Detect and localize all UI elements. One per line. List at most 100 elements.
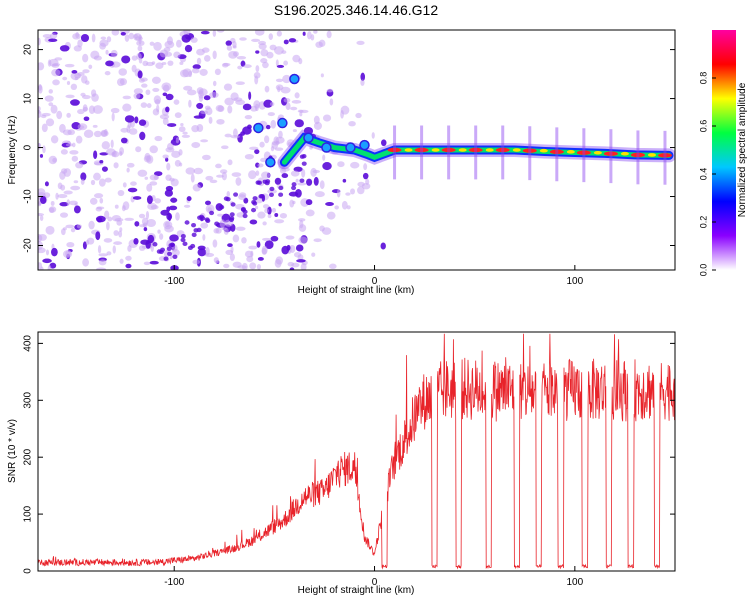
- noise-blob: [278, 185, 284, 191]
- noise-blob: [281, 173, 289, 179]
- noise-blob: [221, 227, 227, 231]
- noise-blob: [360, 79, 365, 86]
- noise-blob: [244, 114, 253, 120]
- noise-blob: [88, 64, 93, 70]
- noise-blob: [133, 92, 141, 100]
- noise-blob: [219, 204, 225, 210]
- noise-blob: [50, 104, 58, 114]
- noise-blob: [51, 247, 58, 257]
- noise-blob: [57, 193, 68, 199]
- noise-blob: [243, 64, 252, 69]
- noise-blob: [154, 171, 163, 177]
- noise-blob: [66, 112, 71, 118]
- bright-blob: [289, 73, 300, 85]
- noise-blob: [274, 212, 279, 217]
- noise-blob: [133, 88, 143, 95]
- noise-blob: [138, 245, 146, 251]
- noise-blob: [104, 210, 110, 219]
- noise-blob: [292, 54, 301, 63]
- snr-frame: [37, 331, 676, 572]
- noise-blob: [38, 37, 41, 46]
- noise-blob: [276, 30, 282, 37]
- noise-blob: [80, 172, 87, 181]
- noise-blob: [257, 257, 264, 261]
- noise-blob: [262, 204, 270, 209]
- colorbar-tick-label: 0.2: [698, 216, 708, 229]
- noise-blob: [153, 41, 162, 51]
- noise-blob: [39, 153, 44, 158]
- colorbar: 0.0 0.2 0.4 0.6 0.8 Normalized spectral ampl…: [698, 30, 748, 276]
- noise-blob: [276, 64, 285, 68]
- noise-blob: [180, 234, 186, 239]
- noise-blob: [122, 201, 130, 211]
- noise-blob: [254, 149, 260, 155]
- noise-blob: [269, 101, 275, 107]
- noise-blob: [95, 231, 101, 241]
- ridge-hotspot: [495, 147, 510, 153]
- noise-blob: [239, 37, 247, 41]
- noise-blob: [237, 65, 243, 70]
- noise-blob: [71, 70, 78, 74]
- noise-blob: [41, 123, 48, 133]
- noise-blob: [39, 196, 47, 205]
- noise-blob: [181, 34, 191, 43]
- noise-blob: [191, 141, 201, 149]
- noise-blob: [106, 251, 112, 256]
- noise-blob: [282, 74, 292, 84]
- noise-blob: [138, 213, 146, 219]
- noise-blob: [80, 92, 86, 97]
- noise-blob: [77, 39, 83, 48]
- noise-blob: [264, 180, 270, 186]
- noise-blob: [133, 237, 139, 245]
- noise-blob: [325, 201, 334, 206]
- noise-blob: [116, 219, 123, 226]
- noise-blob: [154, 198, 161, 204]
- noise-blob: [192, 259, 201, 265]
- bright-blob: [321, 142, 332, 153]
- noise-blob: [66, 81, 71, 85]
- noise-blob: [296, 259, 306, 263]
- noise-blob: [298, 236, 308, 244]
- noise-blob: [128, 32, 135, 40]
- noise-blob: [38, 262, 43, 270]
- noise-blob: [191, 222, 197, 228]
- noise-blob: [162, 92, 168, 97]
- noise-blob: [66, 242, 75, 248]
- noise-blob: [137, 45, 143, 52]
- noise-blob: [182, 131, 188, 135]
- noise-blob: [145, 211, 150, 220]
- noise-blob: [82, 241, 87, 250]
- noise-blob: [381, 139, 387, 147]
- noise-blob: [178, 126, 186, 133]
- noise-blob: [70, 227, 76, 233]
- noise-blob: [261, 171, 271, 179]
- noise-blob: [255, 205, 259, 210]
- noise-blob: [103, 128, 108, 136]
- noise-blob: [150, 244, 154, 252]
- noise-blob: [288, 191, 299, 197]
- noise-blob: [186, 196, 192, 202]
- noise-blob: [193, 115, 203, 119]
- noise-blob: [334, 205, 339, 210]
- noise-blob: [252, 201, 258, 206]
- ridge-hotspot: [539, 148, 548, 153]
- noise-blob: [84, 80, 90, 85]
- bright-blob: [277, 117, 288, 129]
- noise-blob: [290, 106, 298, 111]
- noise-blob: [119, 227, 123, 232]
- noise-blob: [113, 241, 123, 245]
- noise-blob: [203, 95, 211, 101]
- snr-y-tick-label: 200: [23, 448, 34, 465]
- noise-blob: [283, 60, 288, 66]
- noise-blob: [362, 172, 369, 180]
- noise-blob: [92, 105, 103, 114]
- noise-blob: [137, 169, 148, 177]
- noise-blob: [120, 31, 126, 36]
- noise-blob: [126, 167, 130, 173]
- noise-blob: [61, 168, 68, 174]
- noise-blob: [39, 215, 44, 221]
- snr-panel: -100 0 100 0 100 200 300 400 Height of straight…: [7, 331, 676, 596]
- noise-blob: [320, 73, 324, 78]
